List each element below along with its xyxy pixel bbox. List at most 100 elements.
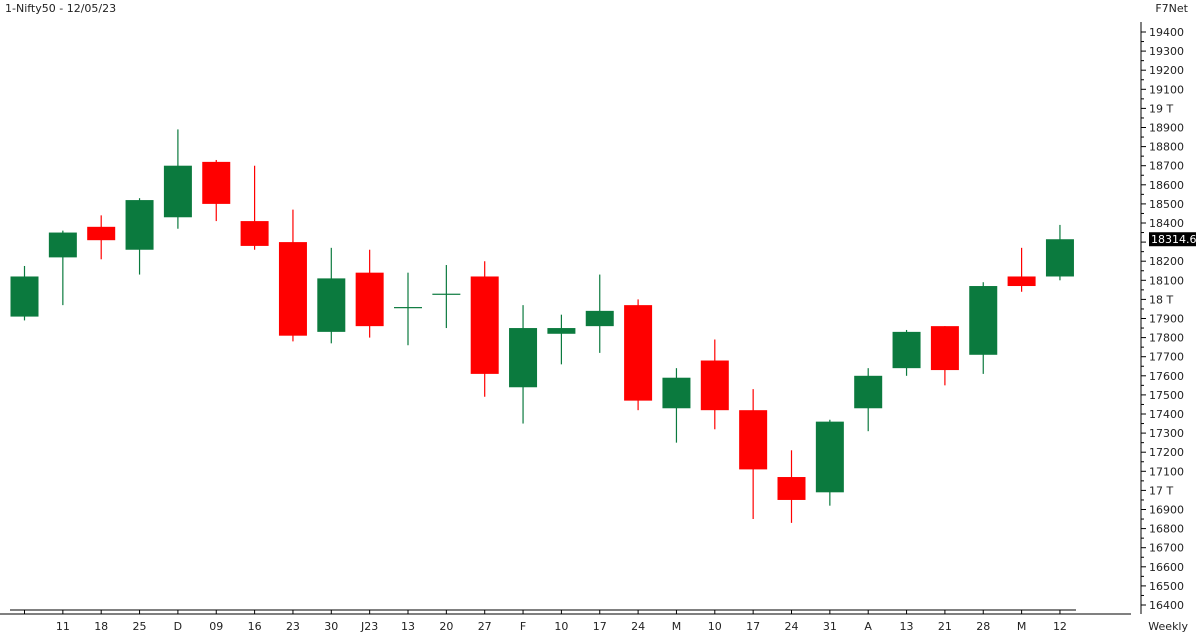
y-tick-label: 18 T — [1149, 293, 1173, 306]
x-tick-label: 24 — [785, 620, 799, 633]
candle-body — [10, 276, 39, 317]
candle — [509, 305, 538, 424]
candle — [815, 419, 844, 506]
last-price-tag: 18314.6 — [1149, 232, 1196, 247]
x-tick-label: J23 — [360, 620, 378, 633]
candle-body — [48, 232, 77, 258]
candle-body — [240, 221, 269, 246]
y-tick-label: 16400 — [1149, 599, 1184, 612]
candle — [585, 274, 614, 353]
candle-body — [815, 421, 844, 493]
candle — [163, 129, 192, 229]
x-tick-label: 17 — [593, 620, 607, 633]
x-tick-label: 11 — [56, 620, 70, 633]
candle — [125, 198, 154, 275]
candle — [317, 247, 346, 344]
y-tick-label: 19200 — [1149, 64, 1184, 77]
y-tick-label: 17200 — [1149, 446, 1184, 459]
chart-title: 1-Nifty50 - 12/05/23 — [5, 2, 116, 15]
candle-body — [854, 375, 883, 409]
candle-body — [892, 331, 921, 369]
candle-body — [739, 410, 768, 470]
y-tick-label: 18800 — [1149, 141, 1184, 154]
candle — [1045, 224, 1074, 281]
y-tick-label: 19 T — [1149, 102, 1173, 115]
candle — [432, 265, 461, 329]
candle — [10, 265, 39, 321]
y-tick-label: 17 T — [1149, 484, 1173, 497]
y-tick-label: 18900 — [1149, 122, 1184, 135]
candle — [624, 299, 653, 411]
x-axis: 11 18 25 D 09 16 23 30 J23 13 20 27 F 10 17 24 M 10 17 24 31… — [0, 609, 1131, 633]
y-tick-label: 17100 — [1149, 465, 1184, 478]
candle — [355, 249, 384, 338]
candle — [777, 450, 806, 523]
candle-body — [930, 326, 959, 371]
x-tick-label: 12 — [1053, 620, 1067, 633]
y-tick-label: 16700 — [1149, 542, 1184, 555]
candle-body — [317, 278, 346, 332]
candles-group — [10, 129, 1074, 523]
x-tick-label: 24 — [631, 620, 645, 633]
candle-body — [700, 360, 729, 411]
candle-body — [163, 165, 192, 218]
x-tick-label: M — [1017, 620, 1027, 633]
x-tick-label: 13 — [401, 620, 415, 633]
candle-body — [662, 377, 691, 409]
candle-body — [432, 293, 461, 295]
last-price-value: 18314.6 — [1151, 233, 1196, 246]
candle-body — [470, 276, 499, 374]
candle — [854, 368, 883, 432]
x-tick-label: 10 — [554, 620, 568, 633]
y-tick-label: 17800 — [1149, 332, 1184, 345]
candle-body — [585, 310, 614, 327]
y-tick-label: 19100 — [1149, 83, 1184, 96]
y-tick-label: 16800 — [1149, 523, 1184, 536]
last-price-tag-bg — [1149, 232, 1196, 247]
x-tick-label: D — [174, 620, 182, 633]
y-tick-label: 17600 — [1149, 370, 1184, 383]
candle-body — [278, 242, 307, 336]
candle — [1007, 247, 1036, 292]
candle — [892, 329, 921, 376]
y-tick-label: 19400 — [1149, 26, 1184, 39]
y-tick-label: 17900 — [1149, 313, 1184, 326]
x-tick-label: 16 — [248, 620, 262, 633]
candle — [87, 215, 116, 260]
candle-body — [394, 307, 422, 309]
x-tick-label: 25 — [133, 620, 147, 633]
candle — [470, 261, 499, 397]
x-tick-label: 09 — [209, 620, 223, 633]
period-label: Weekly — [1148, 620, 1188, 633]
candle — [202, 159, 231, 222]
y-tick-label: 18600 — [1149, 179, 1184, 192]
y-tick-label: 16500 — [1149, 580, 1184, 593]
candle-body — [1007, 276, 1036, 287]
x-tick-label: A — [864, 620, 872, 633]
x-tick-label: 28 — [976, 620, 990, 633]
y-axis: 19400 19300 19200 19100 19 T 18900 18800 18700 1… — [1140, 22, 1184, 614]
y-tick-label: 18500 — [1149, 198, 1184, 211]
candle — [662, 368, 691, 443]
candle — [700, 339, 729, 430]
candle-body — [624, 305, 653, 401]
candle-body — [355, 272, 384, 327]
candle — [739, 389, 768, 520]
candle-body — [1045, 239, 1074, 277]
x-tick-label: 10 — [708, 620, 722, 633]
candle-body — [125, 200, 154, 250]
y-tick-label: 18100 — [1149, 274, 1184, 287]
candle-body — [777, 477, 806, 500]
y-tick-label: 17500 — [1149, 389, 1184, 402]
x-tick-label: 21 — [938, 620, 952, 633]
candle-body — [202, 161, 231, 204]
x-tick-label: F — [520, 620, 526, 633]
candle — [240, 165, 269, 250]
candle — [394, 272, 422, 346]
y-tick-label: 18400 — [1149, 217, 1184, 230]
y-tick-label: 18700 — [1149, 160, 1184, 173]
x-tick-label: 27 — [478, 620, 492, 633]
y-tick-label: 17400 — [1149, 408, 1184, 421]
candle-body — [87, 226, 116, 241]
